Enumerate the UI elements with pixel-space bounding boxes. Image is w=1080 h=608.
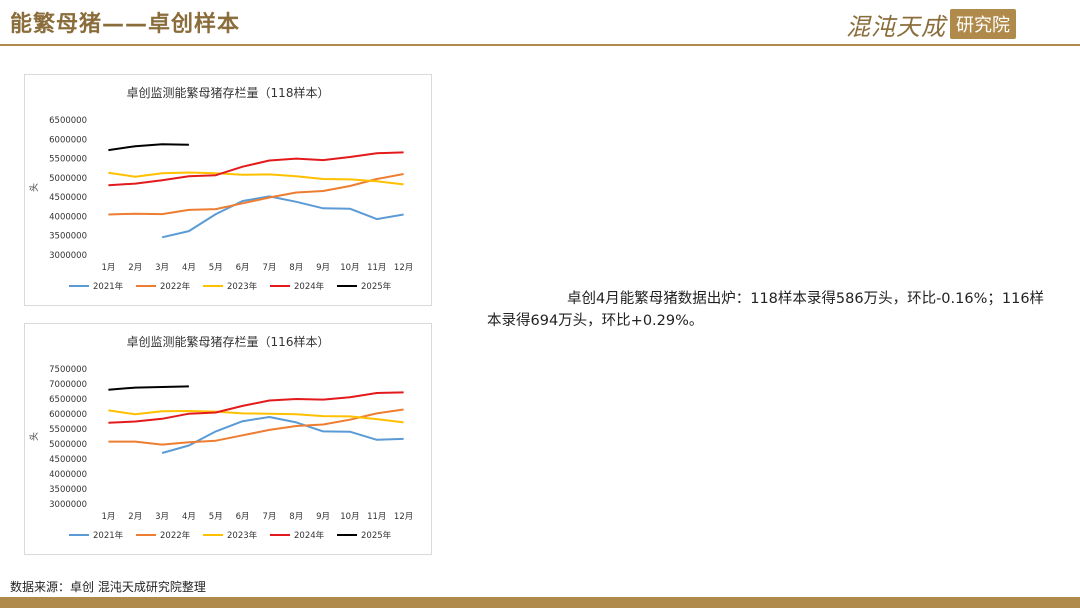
- series-line: [161, 195, 404, 239]
- x-tick-label: 7月: [262, 512, 276, 522]
- series-line: [161, 416, 404, 454]
- chart-title: 卓创监测能繁母猪存栏量（116样本）: [127, 334, 330, 349]
- series-line: [108, 409, 404, 424]
- y-axis-label: 头: [29, 183, 40, 192]
- legend-label: 2025年: [361, 530, 392, 541]
- page-title: 能繁母猪——卓创样本: [10, 12, 241, 37]
- y-tick-label: 6000000: [49, 410, 87, 420]
- x-tick-label: 2月: [128, 512, 142, 522]
- series-line: [108, 391, 404, 424]
- x-tick-label: 5月: [209, 512, 223, 522]
- x-tick-label: 9月: [316, 263, 330, 273]
- y-tick-label: 4500000: [49, 455, 87, 465]
- y-tick-label: 4500000: [49, 193, 87, 203]
- x-tick-label: 3月: [155, 512, 169, 522]
- chart-118-svg: 卓创监测能繁母猪存栏量（118样本） 头 3000000 3500000 4000000…: [29, 85, 413, 292]
- header-divider: [0, 44, 1080, 46]
- x-tick-label: 1月: [101, 512, 115, 522]
- series-line: [108, 408, 404, 446]
- series-line: [108, 385, 189, 391]
- data-source: 数据来源：卓创 混沌天成研究院整理: [10, 580, 206, 594]
- legend-label: 2022年: [160, 281, 191, 292]
- y-tick-label: 3500000: [49, 485, 87, 495]
- legend-label: 2025年: [361, 281, 392, 292]
- summary-note: 卓创4月能繁母猪数据出炉：118样本录得586万头，环比-0.16%；116样本…: [487, 291, 1045, 329]
- y-tick-label: 6000000: [49, 135, 87, 145]
- y-tick-label: 3500000: [49, 232, 87, 242]
- y-tick-label: 4000000: [49, 470, 87, 480]
- y-tick-label: 7500000: [49, 365, 87, 375]
- chart-panel-118: 卓创监测能繁母猪存栏量（118样本） 头 3000000 3500000 4000000…: [24, 74, 432, 306]
- x-tick-label: 4月: [182, 512, 196, 522]
- x-tick-label: 10月: [340, 512, 359, 522]
- y-tick-label: 5000000: [49, 440, 87, 450]
- y-tick-label: 4000000: [49, 212, 87, 222]
- series-line: [108, 143, 189, 152]
- y-tick-label: 7000000: [49, 380, 87, 390]
- x-tick-label: 7月: [262, 263, 276, 273]
- y-tick-label: 3000000: [49, 251, 87, 261]
- x-tick-label: 11月: [367, 512, 386, 522]
- x-tick-label: 8月: [289, 512, 303, 522]
- x-tick-label: 10月: [340, 263, 359, 273]
- legend-label: 2021年: [93, 530, 124, 541]
- x-tick-label: 2月: [128, 263, 142, 273]
- chart-116-svg: 卓创监测能繁母猪存栏量（116样本） 头 3000000 3500000 4000000…: [29, 334, 413, 541]
- chart-title: 卓创监测能繁母猪存栏量（118样本）: [127, 85, 330, 100]
- y-tick-label: 6500000: [49, 395, 87, 405]
- x-tick-label: 8月: [289, 263, 303, 273]
- x-tick-label: 11月: [367, 263, 386, 273]
- x-tick-label: 6月: [236, 263, 250, 273]
- x-tick-label: 3月: [155, 263, 169, 273]
- y-tick-label: 5000000: [49, 174, 87, 184]
- y-tick-label: 3000000: [49, 500, 87, 510]
- legend-label: 2022年: [160, 530, 191, 541]
- legend-label: 2024年: [294, 281, 325, 292]
- x-tick-label: 6月: [236, 512, 250, 522]
- x-tick-label: 12月: [394, 512, 413, 522]
- x-tick-label: 4月: [182, 263, 196, 273]
- x-tick-label: 12月: [394, 263, 413, 273]
- legend-label: 2024年: [294, 530, 325, 541]
- y-tick-label: 5500000: [49, 425, 87, 435]
- series-line: [108, 151, 404, 187]
- logo: 混沌天成 研究院: [846, 8, 1016, 41]
- x-tick-label: 9月: [316, 512, 330, 522]
- y-tick-label: 5500000: [49, 155, 87, 165]
- footer-bar: [0, 597, 1080, 608]
- logo-script-text: 混沌天成: [846, 12, 946, 41]
- chart-panel-116: 卓创监测能繁母猪存栏量（116样本） 头 3000000 3500000 4000000…: [24, 323, 432, 555]
- x-tick-label: 1月: [101, 263, 115, 273]
- logo-box-text: 研究院: [950, 9, 1016, 39]
- legend-label: 2023年: [227, 281, 258, 292]
- x-tick-label: 5月: [209, 263, 223, 273]
- series-line: [108, 171, 404, 186]
- legend-label: 2023年: [227, 530, 258, 541]
- series-line: [108, 173, 404, 216]
- y-axis-label: 头: [29, 432, 40, 441]
- legend-label: 2021年: [93, 281, 124, 292]
- y-tick-label: 6500000: [49, 116, 87, 126]
